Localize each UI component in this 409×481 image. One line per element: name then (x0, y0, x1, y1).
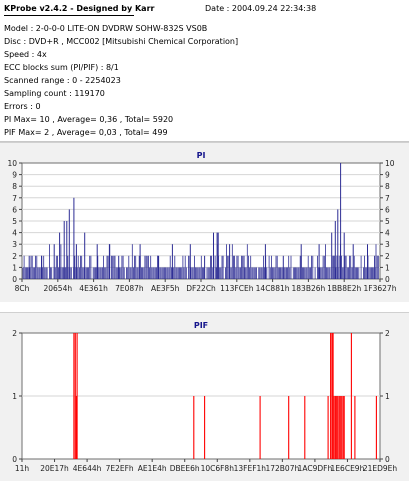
pi-ytick-label: 5 (12, 217, 17, 226)
pif-xtick-label: AE1E4h (138, 464, 167, 473)
info-pif-stats: PIF Max= 2 , Average= 0,03 , Total= 499 (4, 128, 168, 137)
pi-ytick-label: 7 (12, 194, 17, 203)
pif-chart-title: PIF (194, 321, 208, 330)
info-speed: Speed : 4x (4, 50, 47, 59)
pi-xtick-label: 1BB8E2h (327, 284, 361, 293)
chart-gap (0, 302, 409, 312)
pi-ytick-label-right: 4 (385, 229, 390, 238)
pi-ytick-label: 4 (12, 229, 17, 238)
pi-xtick-label: 183B26h (292, 284, 326, 293)
info-scanned-range: Scanned range : 0 - 2254023 (4, 76, 121, 85)
info-ecc-sum: ECC blocks sum (PI/PIF) : 8/1 (4, 63, 119, 72)
info-sampling-count: Sampling count : 119170 (4, 89, 105, 98)
info-errors: Errors : 0 (4, 102, 41, 111)
pi-xtick-label: 4E361h (79, 284, 108, 293)
info-model: Model : 2-0-0-0 LITE-ON DVDRW SOHW-832S … (4, 24, 208, 33)
pi-ytick-label-right: 10 (385, 159, 395, 168)
pif-chart: PIF 0 0 1 1 2 2 11h 20E17h 4E644h 7E2EFh AE1E4h DBEE… (12, 321, 398, 473)
pi-ytick-label-right: 1 (385, 263, 390, 272)
pif-xtick-label: 1AC9DFh (298, 464, 333, 473)
info-disc: Disc : DVD+R , MCC002 [Mitsubishi Chemic… (4, 37, 239, 46)
pif-ytick-label-right: 2 (385, 329, 390, 338)
scan-date: Date : 2004.09.24 22:34:38 (205, 4, 317, 13)
pif-ytick-label-right: 1 (385, 392, 390, 401)
pif-xtick-label: 172B07h (265, 464, 299, 473)
info-separator (0, 141, 409, 142)
pi-ytick-label-right: 6 (385, 205, 390, 214)
pi-ytick-label: 2 (12, 252, 17, 261)
pif-xtick-label: 1E6CE9h (331, 464, 365, 473)
pi-chart: PI 0 0 1 1 2 2 3 3 4 4 5 5 6 6 7 7 8 8 9 9 10 10 8Ch 20654h 4E361… (7, 151, 397, 293)
pi-ytick-label: 0 (12, 275, 17, 284)
pi-xtick-label: 113FCEh (220, 284, 254, 293)
pi-ytick-label: 6 (12, 205, 17, 214)
pif-xtick-label: 21ED9Eh (363, 464, 398, 473)
pif-ytick-label-right: 0 (385, 455, 390, 464)
pi-ytick-label: 1 (12, 263, 17, 272)
pi-ytick-label-right: 2 (385, 252, 390, 261)
pi-chart-title: PI (197, 151, 206, 160)
pi-ytick-label-right: 8 (385, 182, 390, 191)
pi-xtick-label: DF22Ch (186, 284, 216, 293)
pi-ytick-label-right: 9 (385, 171, 390, 180)
pi-xtick-label: 1F3627h (364, 284, 397, 293)
pi-ytick-label-right: 5 (385, 217, 390, 226)
info-pi-stats: PI Max= 10 , Average= 0,36 , Total= 5920 (4, 115, 174, 124)
pi-ytick-label-right: 7 (385, 194, 390, 203)
pif-xtick-label: DBEE6h (170, 464, 200, 473)
pi-xtick-label: AE3F5h (151, 284, 180, 293)
pif-xtick-label: 11h (15, 464, 30, 473)
pif-ytick-label: 2 (12, 329, 17, 338)
pif-xtick-label: 20E17h (40, 464, 69, 473)
pif-ytick-label: 1 (12, 392, 17, 401)
pi-ytick-label-right: 0 (385, 275, 390, 284)
pif-xtick-label: 7E2EFh (106, 464, 134, 473)
pi-xtick-label: 20654h (43, 284, 72, 293)
pif-chart-panel: PIF 0 0 1 1 2 2 11h 20E17h 4E644h 7E2EFh AE1E4h DBEE… (0, 312, 409, 481)
info-panel: KProbe v2.4.2 - Designed by Karr Date : … (0, 0, 409, 141)
pi-ytick-label: 10 (7, 159, 17, 168)
pif-xtick-label: 13FEF1h (234, 464, 267, 473)
pi-ytick-label-right: 3 (385, 240, 390, 249)
pi-chart-panel: PI 0 0 1 1 2 2 3 3 4 4 5 5 6 6 7 7 8 8 9 9 10 10 8Ch 20654h 4E361… (0, 142, 409, 303)
app-title: KProbe v2.4.2 - Designed by Karr (4, 4, 155, 13)
pif-xtick-label: 4E644h (73, 464, 102, 473)
pi-ytick-label: 3 (12, 240, 17, 249)
pif-ytick-label: 0 (12, 455, 17, 464)
pi-xtick-label: 7E087h (115, 284, 144, 293)
pi-xtick-label: 14C881h (256, 284, 290, 293)
pi-xtick-label: 8Ch (15, 284, 30, 293)
pi-ytick-label: 8 (12, 182, 17, 191)
title-underline (4, 15, 134, 16)
pi-ytick-label: 9 (12, 171, 17, 180)
pif-xtick-label: 10C6F8h (201, 464, 235, 473)
